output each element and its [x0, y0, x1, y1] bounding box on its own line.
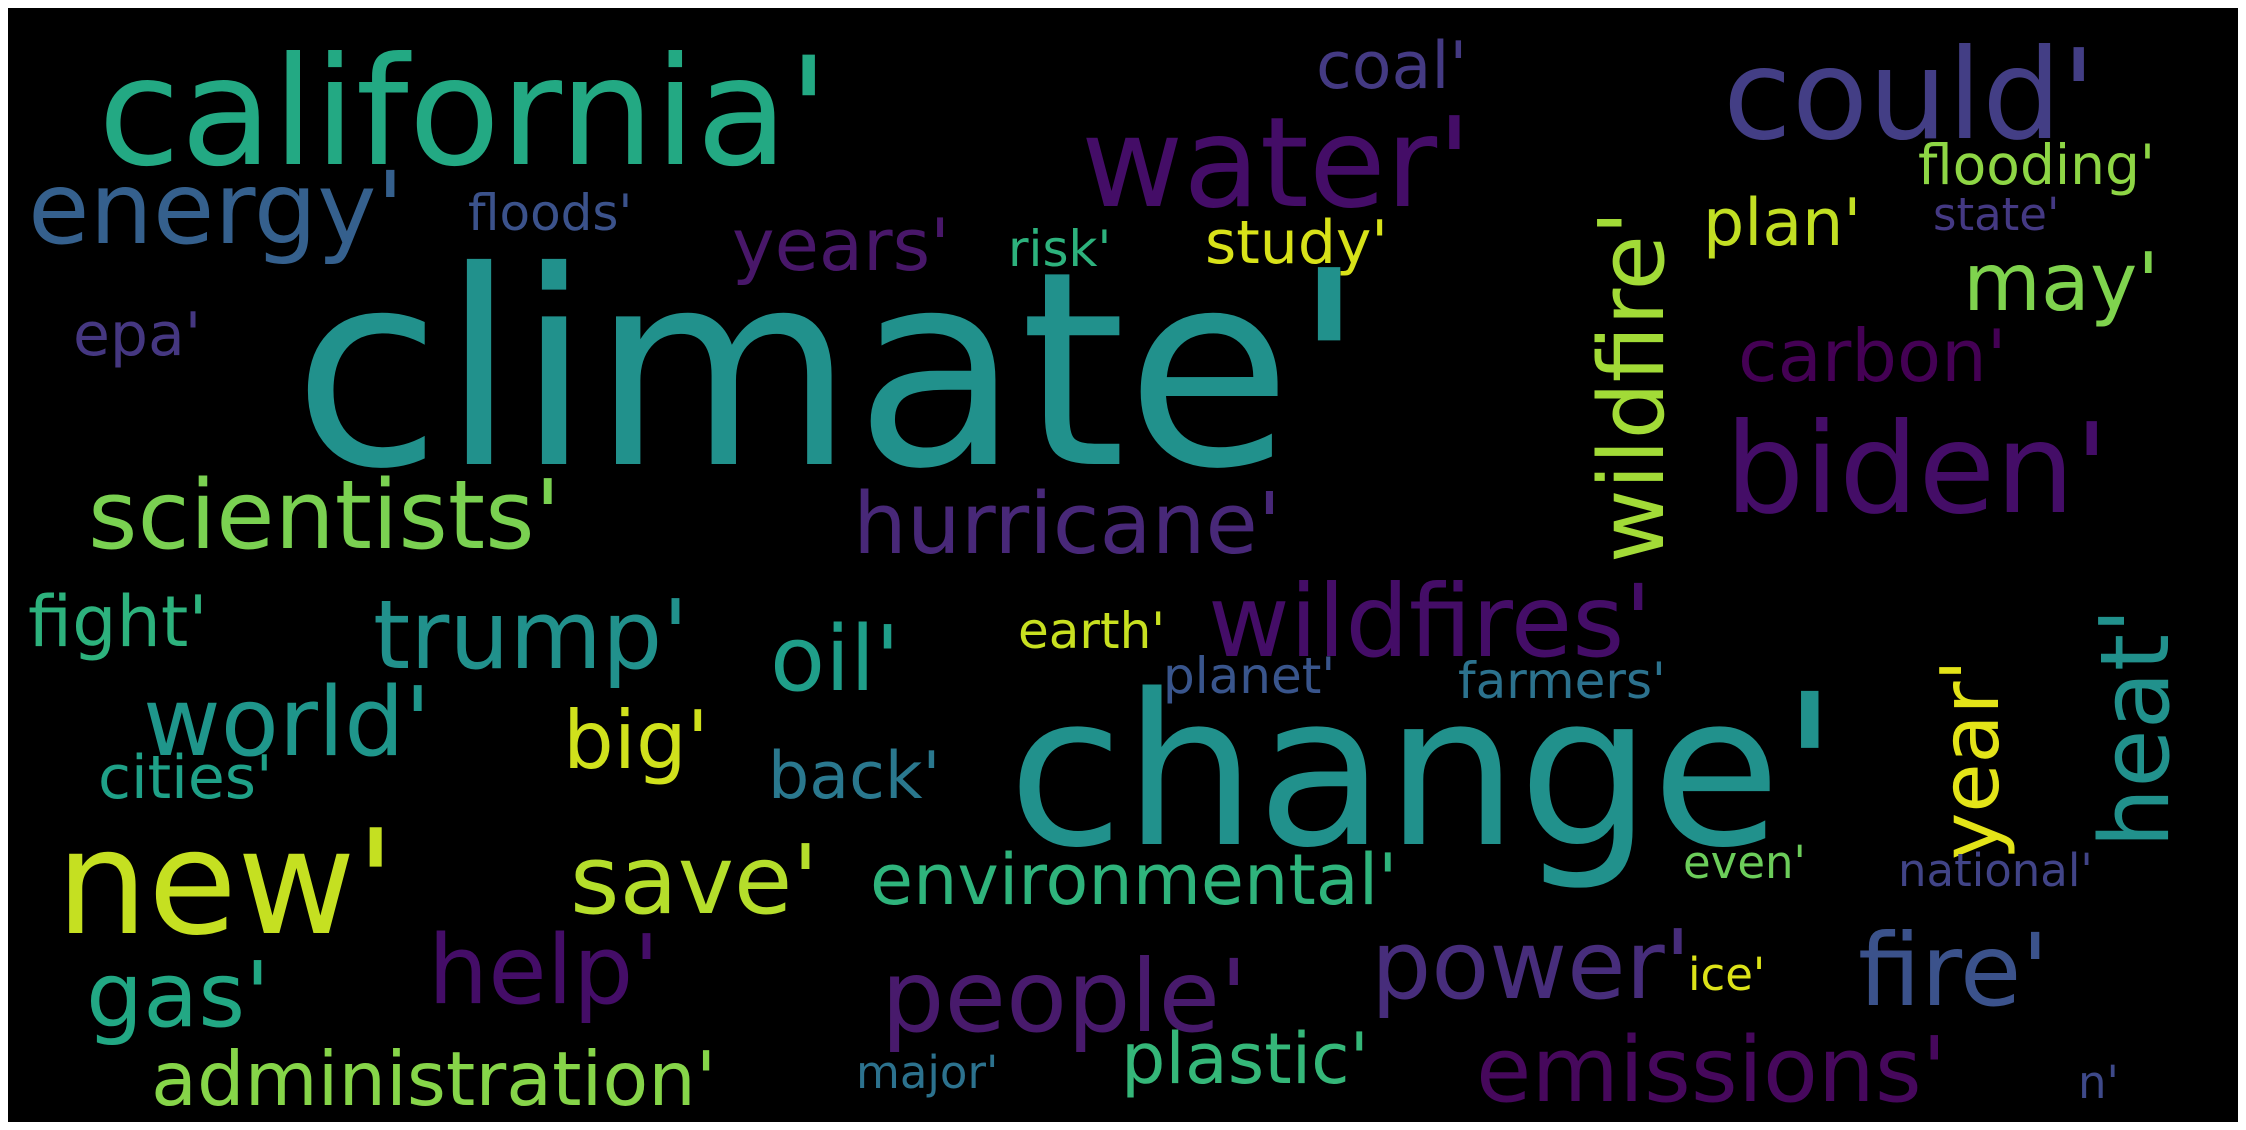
word-water: water': [1081, 91, 1472, 236]
word-coal: coal': [1316, 29, 1467, 104]
word-fire: fire': [1858, 912, 2049, 1029]
word-power: power': [1371, 911, 1691, 1021]
word-could: could': [1723, 23, 2096, 168]
word-study: study': [1205, 208, 1388, 278]
word-earth: earth': [1018, 602, 1165, 660]
word-emissions: emissions': [1476, 1018, 1947, 1122]
word-may: may': [1963, 236, 2159, 329]
word-cloud-canvas: climate' change' california' water' could' bi…: [28, 23, 2191, 1122]
word-climate: climate': [293, 213, 1366, 528]
word-gas: gas': [86, 943, 270, 1048]
word-cities: cities': [98, 743, 273, 813]
word-floods: floods': [468, 184, 632, 242]
word-wildfire: wildfire': [1580, 210, 1685, 563]
word-environmental: environmental': [870, 839, 1397, 921]
word-farmers: farmers': [1458, 652, 1666, 710]
word-epa: epa': [73, 300, 201, 370]
word-risk: risk': [1008, 220, 1111, 278]
word-fight: fight': [28, 581, 208, 663]
word-oil: oil': [770, 607, 900, 712]
word-world: world': [143, 668, 431, 778]
word-ice: ice': [1688, 948, 1765, 1001]
word-state: state': [1933, 188, 2059, 241]
word-biden: biden': [1725, 397, 2109, 542]
word-scientists: scientists': [88, 461, 561, 571]
word-even: even': [1683, 836, 1806, 889]
word-people: people': [881, 938, 1247, 1055]
word-year: year': [1924, 660, 2017, 860]
word-plastic: plastic': [1121, 1018, 1369, 1100]
word-hurricane: hurricane': [853, 475, 1281, 574]
word-national: national': [1898, 844, 2093, 897]
word-back: back': [768, 739, 940, 814]
word-heat: heat': [2081, 608, 2191, 848]
word-planet: planet': [1163, 647, 1335, 705]
word-california: california': [98, 26, 829, 200]
word-change: change': [1008, 649, 1839, 894]
word-years: years': [732, 203, 950, 287]
word-big: big': [563, 694, 709, 787]
word-carbon: carbon': [1738, 314, 2007, 398]
word-new: new': [56, 799, 396, 968]
word-flooding: flooding': [1918, 133, 2155, 197]
word-help: help': [428, 916, 659, 1026]
word-save: save': [570, 826, 819, 936]
word-major: major': [856, 1046, 998, 1099]
word-trump: trump': [373, 581, 688, 691]
word-n: n': [2078, 1056, 2119, 1109]
word-administration: administration': [151, 1035, 716, 1122]
word-energy: energy': [28, 150, 404, 267]
word-plan: plan': [1703, 186, 1861, 261]
word-cloud: climate' change' california' water' could' bi…: [8, 8, 2238, 1122]
word-wildfires: wildfires': [1208, 563, 1652, 680]
